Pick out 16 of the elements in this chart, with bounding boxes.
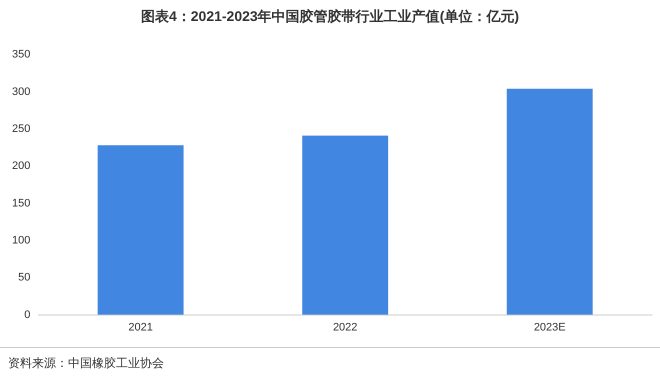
y-tick-label: 350 — [12, 48, 30, 61]
bar — [506, 88, 593, 315]
chart-title: 图表4：2021-2023年中国胶管胶带行业工业产值(单位：亿元) — [140, 8, 520, 26]
y-tick-label: 150 — [12, 197, 30, 210]
bar — [98, 145, 184, 315]
y-tick-label: 50 — [18, 272, 30, 284]
y-tick-label: 0 — [24, 308, 30, 321]
y-tick-label: 100 — [12, 234, 30, 246]
x-tick-label: 2022 — [332, 321, 358, 334]
bar — [302, 136, 388, 315]
y-tick-label: 250 — [12, 122, 30, 135]
x-tick-label: 2023E — [534, 321, 566, 334]
text: 资料来源：中国橡胶工业协会 — [8, 355, 164, 372]
y-tick-label: 300 — [12, 86, 30, 98]
x-tick-label: 2021 — [128, 321, 153, 334]
y-tick-label: 200 — [12, 160, 30, 172]
